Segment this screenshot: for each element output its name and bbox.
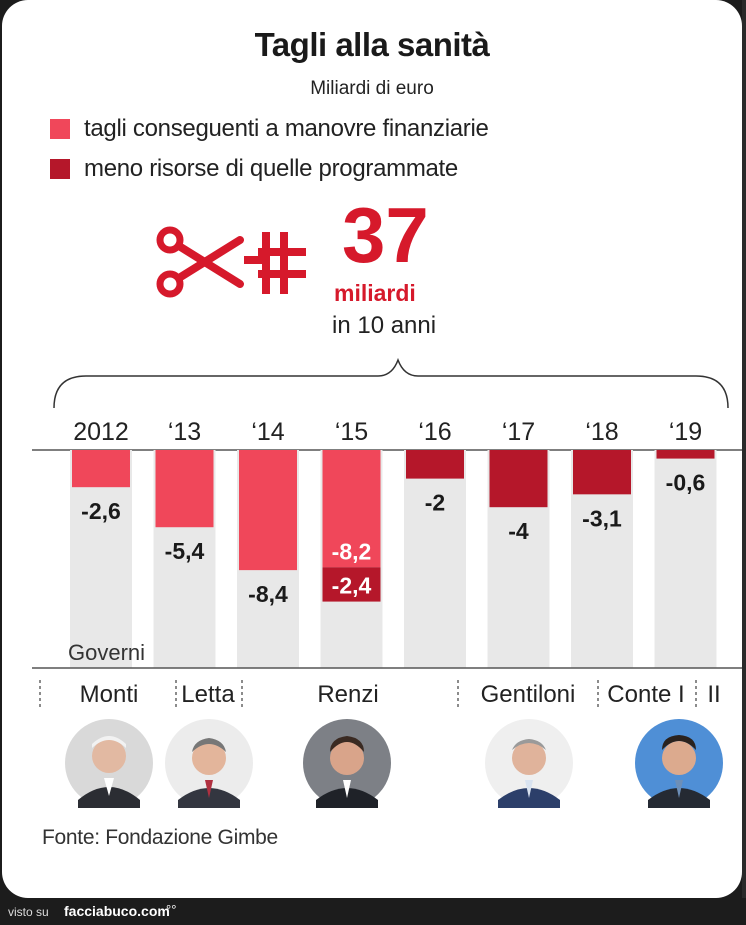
x-tick-label-6: ‘18 bbox=[585, 418, 618, 446]
legend-item-resources: meno risorse di quelle programmate bbox=[50, 154, 458, 184]
government-name-4: Conte I bbox=[607, 681, 684, 708]
bar-1-6 bbox=[573, 450, 631, 495]
data-label-1-5: -4 bbox=[508, 518, 529, 544]
x-tick-label-4: ‘16 bbox=[418, 418, 451, 446]
bar-chart: 2012 -2,6 ‘13 -5,4 ‘14 -8,4 ‘15 -8,2 -2,4 ‘16 -2 ‘1… bbox=[32, 357, 742, 708]
avatar-letta bbox=[164, 718, 254, 813]
legend-swatch-dark-red bbox=[50, 159, 70, 179]
avatar-renzi bbox=[302, 718, 392, 813]
data-label-1-6: -3,1 bbox=[582, 505, 622, 531]
data-label-0-1: -5,4 bbox=[165, 538, 205, 564]
legend-swatch-pink bbox=[50, 119, 70, 139]
bar-0-1 bbox=[155, 450, 214, 528]
x-tick-label-5: ‘17 bbox=[502, 418, 535, 446]
legend-label-resources: meno risorse di quelle programmate bbox=[84, 155, 458, 182]
watermark-logo: °° bbox=[166, 902, 177, 917]
bar-1-4 bbox=[406, 450, 464, 479]
data-label-0-0: -2,6 bbox=[81, 498, 121, 524]
bar-1-5 bbox=[489, 450, 548, 508]
data-label-1-7: -0,6 bbox=[666, 470, 706, 496]
x-tick-label-2: ‘14 bbox=[251, 418, 284, 446]
data-label-1-3: -2,4 bbox=[332, 572, 372, 598]
avatar-gentiloni bbox=[484, 718, 574, 813]
headline-unit: miliardi bbox=[334, 280, 416, 306]
government-name-1: Letta bbox=[181, 681, 235, 708]
infographic-card: Tagli alla sanità Miliardi di euro tagli… bbox=[2, 0, 742, 898]
avatar-monti bbox=[64, 718, 154, 813]
government-name-3: Gentiloni bbox=[481, 681, 576, 708]
brace-bracket bbox=[53, 357, 729, 409]
headline-period: in 10 anni bbox=[332, 312, 437, 339]
bar-1-7 bbox=[656, 450, 715, 459]
right-edge bbox=[742, 0, 746, 898]
governments-label: Governi bbox=[68, 640, 145, 665]
column-bg-7 bbox=[654, 450, 717, 668]
government-name-2: Renzi bbox=[317, 681, 378, 708]
scissors-cutting-cross-icon bbox=[154, 222, 310, 311]
x-tick-label-3: ‘15 bbox=[335, 418, 368, 446]
legend-label-cuts: tagli conseguenti a manovre finanziarie bbox=[84, 115, 489, 142]
watermark-prefix: visto su bbox=[8, 905, 49, 919]
government-name-5: II bbox=[707, 681, 720, 708]
watermark-bar: visto su facciabuco.com °° bbox=[0, 898, 746, 925]
x-tick-label-7: ‘19 bbox=[669, 418, 702, 446]
avatar-conte bbox=[634, 718, 724, 813]
bar-1-3 bbox=[322, 567, 381, 602]
chart-subtitle: Miliardi di euro bbox=[310, 78, 434, 99]
column-bg-4 bbox=[404, 450, 466, 668]
legend-item-cuts: tagli conseguenti a manovre finanziarie bbox=[50, 114, 489, 144]
data-label-0-2: -8,4 bbox=[248, 581, 288, 607]
data-label-1-4: -2 bbox=[425, 490, 445, 516]
bar-0-2 bbox=[239, 450, 297, 571]
watermark-site-link[interactable]: facciabuco.com bbox=[64, 903, 170, 919]
headline-value: 37 bbox=[342, 191, 429, 279]
x-tick-label-1: ‘13 bbox=[168, 418, 201, 446]
data-label-0-3: -8,2 bbox=[332, 538, 372, 564]
x-tick-label-0: 2012 bbox=[73, 418, 129, 446]
chart-title: Tagli alla sanità bbox=[254, 26, 490, 63]
government-name-0: Monti bbox=[80, 681, 139, 708]
source-note: Fonte: Fondazione Gimbe bbox=[42, 826, 278, 849]
bar-0-0 bbox=[72, 450, 130, 488]
bar-0-3 bbox=[322, 450, 381, 568]
